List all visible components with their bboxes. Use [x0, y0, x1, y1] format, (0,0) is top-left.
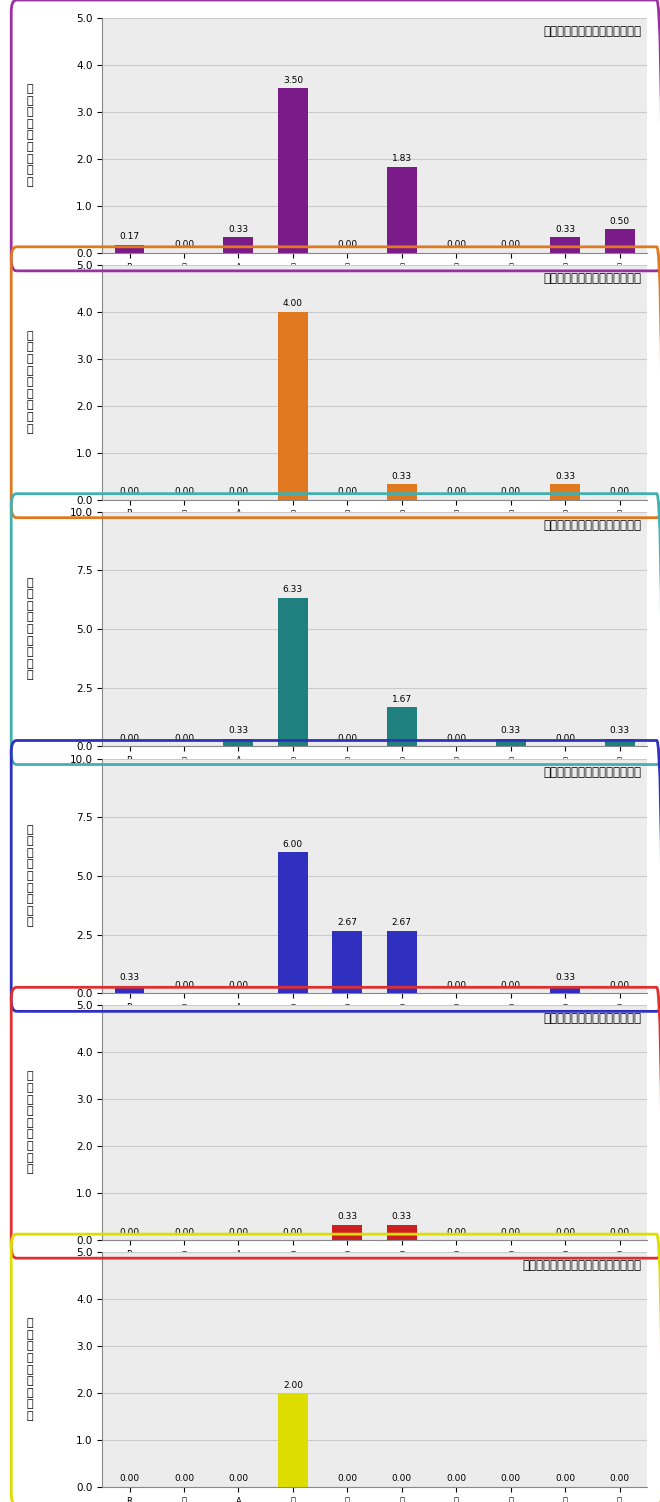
- Text: 0.00: 0.00: [501, 1227, 521, 1236]
- Text: 0.00: 0.00: [446, 487, 466, 496]
- Bar: [550, 985, 580, 993]
- Bar: [387, 1224, 416, 1241]
- Bar: [278, 598, 308, 746]
- Bar: [278, 312, 308, 500]
- Bar: [115, 245, 145, 252]
- Text: 0.00: 0.00: [337, 734, 357, 743]
- Bar: [387, 707, 416, 746]
- Bar: [278, 1392, 308, 1487]
- Text: 0.00: 0.00: [555, 734, 575, 743]
- Text: 定
点
当
た
り
の
報
告
数: 定 点 当 た り の 報 告 数: [26, 825, 33, 927]
- Text: 0.00: 0.00: [555, 1227, 575, 1236]
- Text: 定
点
当
た
り
の
報
告
数: 定 点 当 た り の 報 告 数: [26, 330, 33, 434]
- Text: 0.50: 0.50: [610, 216, 630, 225]
- Text: 0.00: 0.00: [446, 981, 466, 990]
- Text: 2.67: 2.67: [337, 918, 357, 927]
- Text: 0.33: 0.33: [392, 472, 412, 481]
- Text: 0.00: 0.00: [119, 734, 139, 743]
- Text: 6.00: 6.00: [283, 840, 303, 849]
- Bar: [550, 237, 580, 252]
- Bar: [115, 985, 145, 993]
- Text: 0.00: 0.00: [228, 487, 248, 496]
- Text: 定
点
当
た
り
の
報
告
数: 定 点 当 た り の 報 告 数: [26, 578, 33, 680]
- Bar: [387, 931, 416, 993]
- Text: 0.00: 0.00: [283, 1227, 303, 1236]
- Bar: [605, 230, 634, 252]
- Text: 0.00: 0.00: [392, 1475, 412, 1484]
- Text: 0.00: 0.00: [174, 240, 194, 249]
- Text: 0.00: 0.00: [228, 981, 248, 990]
- Text: 0.00: 0.00: [174, 1227, 194, 1236]
- Text: 0.00: 0.00: [174, 487, 194, 496]
- Bar: [278, 853, 308, 993]
- Text: 定
点
当
た
り
の
報
告
数: 定 点 当 た り の 報 告 数: [26, 84, 33, 186]
- Text: 0.33: 0.33: [119, 973, 139, 982]
- Text: 0.00: 0.00: [174, 1475, 194, 1484]
- Text: 0.00: 0.00: [446, 734, 466, 743]
- Text: 1.83: 1.83: [392, 155, 412, 164]
- Bar: [333, 1224, 362, 1241]
- Text: 堺区の疾患別定点当たり報告数: 堺区の疾患別定点当たり報告数: [543, 272, 642, 285]
- Text: 0.00: 0.00: [555, 1475, 575, 1484]
- Text: 2.00: 2.00: [283, 1380, 303, 1389]
- Text: 4.00: 4.00: [283, 299, 303, 308]
- Text: 西区の疾患別定点当たり報告数: 西区の疾患別定点当たり報告数: [543, 518, 642, 532]
- Text: 0.33: 0.33: [228, 727, 248, 734]
- Bar: [278, 89, 308, 252]
- Text: 北区の疾患別定点当たり報告数: 北区の疾患別定点当たり報告数: [543, 26, 642, 38]
- Text: 0.33: 0.33: [501, 727, 521, 734]
- Bar: [387, 484, 416, 500]
- Text: 0.00: 0.00: [446, 1227, 466, 1236]
- Text: 南区の疾患別定点当たり報告数: 南区の疾患別定点当たり報告数: [543, 1012, 642, 1026]
- Text: 0.00: 0.00: [501, 240, 521, 249]
- Text: 0.00: 0.00: [228, 1227, 248, 1236]
- Text: 0.33: 0.33: [337, 1212, 357, 1221]
- Text: 3.50: 3.50: [283, 77, 303, 86]
- Text: 0.00: 0.00: [610, 1227, 630, 1236]
- Text: 0.00: 0.00: [446, 1475, 466, 1484]
- Text: 定
点
当
た
り
の
報
告
数: 定 点 当 た り の 報 告 数: [26, 1319, 33, 1421]
- Text: 2.67: 2.67: [392, 918, 412, 927]
- Text: 0.00: 0.00: [119, 1227, 139, 1236]
- Text: 0.00: 0.00: [501, 981, 521, 990]
- Text: 0.00: 0.00: [610, 1475, 630, 1484]
- Bar: [333, 931, 362, 993]
- Text: 0.17: 0.17: [119, 233, 139, 242]
- Text: 0.33: 0.33: [555, 973, 575, 982]
- Text: 0.00: 0.00: [501, 487, 521, 496]
- Bar: [387, 167, 416, 252]
- Text: 0.33: 0.33: [610, 727, 630, 734]
- Text: 0.00: 0.00: [337, 240, 357, 249]
- Text: 0.00: 0.00: [446, 240, 466, 249]
- Text: 0.00: 0.00: [174, 734, 194, 743]
- Text: 東・美原区の疾患別定点当たり報告数: 東・美原区の疾患別定点当たり報告数: [522, 1259, 642, 1272]
- Text: 定
点
当
た
り
の
報
告
数: 定 点 当 た り の 報 告 数: [26, 1071, 33, 1175]
- Text: 0.00: 0.00: [610, 487, 630, 496]
- Bar: [224, 739, 253, 746]
- Text: 0.33: 0.33: [228, 225, 248, 234]
- Text: 1.67: 1.67: [392, 695, 412, 704]
- Text: 0.00: 0.00: [501, 1475, 521, 1484]
- Text: 0.00: 0.00: [228, 1475, 248, 1484]
- Text: 0.33: 0.33: [555, 225, 575, 234]
- Text: 0.33: 0.33: [555, 472, 575, 481]
- Text: 0.00: 0.00: [610, 981, 630, 990]
- Bar: [224, 237, 253, 252]
- Text: 0.00: 0.00: [119, 487, 139, 496]
- Text: 0.00: 0.00: [174, 981, 194, 990]
- Text: 中区の疾患別定点当たり報告数: 中区の疾患別定点当たり報告数: [543, 766, 642, 778]
- Text: 0.00: 0.00: [337, 487, 357, 496]
- Bar: [496, 739, 525, 746]
- Bar: [550, 484, 580, 500]
- Text: 0.00: 0.00: [337, 1475, 357, 1484]
- Text: 0.33: 0.33: [392, 1212, 412, 1221]
- Text: 6.33: 6.33: [283, 586, 303, 595]
- Bar: [605, 739, 634, 746]
- Text: 0.00: 0.00: [119, 1475, 139, 1484]
